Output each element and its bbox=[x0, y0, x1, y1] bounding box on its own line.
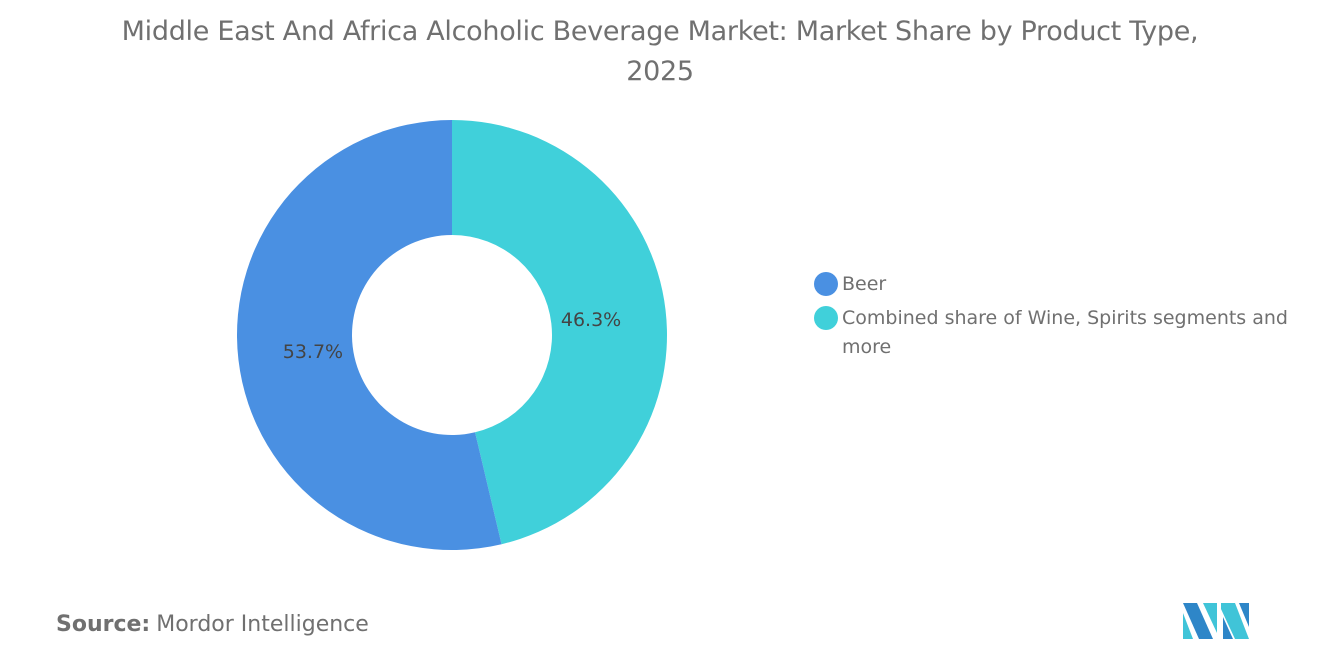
chart-title: Middle East And Africa Alcoholic Beverag… bbox=[121, 16, 1199, 87]
source-value: Mordor Intelligence bbox=[156, 612, 369, 637]
data-label: 53.7% bbox=[283, 341, 343, 363]
legend-swatch-combined bbox=[814, 306, 838, 330]
slice-combined[interactable] bbox=[452, 120, 667, 545]
legend: Beer Combined share of Wine, Spirits seg… bbox=[814, 270, 1294, 367]
mordor-logo bbox=[1183, 603, 1249, 639]
legend-item-combined[interactable]: Combined share of Wine, Spirits segments… bbox=[814, 304, 1294, 362]
legend-label: Beer bbox=[842, 273, 887, 295]
source-note: Source: Mordor Intelligence bbox=[56, 612, 369, 637]
legend-item-beer[interactable]: Beer bbox=[814, 270, 1294, 299]
legend-swatch-beer bbox=[814, 272, 838, 296]
legend-label: Combined share of Wine, Spirits segments… bbox=[842, 307, 1288, 358]
data-label: 46.3% bbox=[561, 309, 621, 331]
slice-beer[interactable] bbox=[237, 120, 502, 550]
source-label: Source: bbox=[56, 612, 151, 637]
